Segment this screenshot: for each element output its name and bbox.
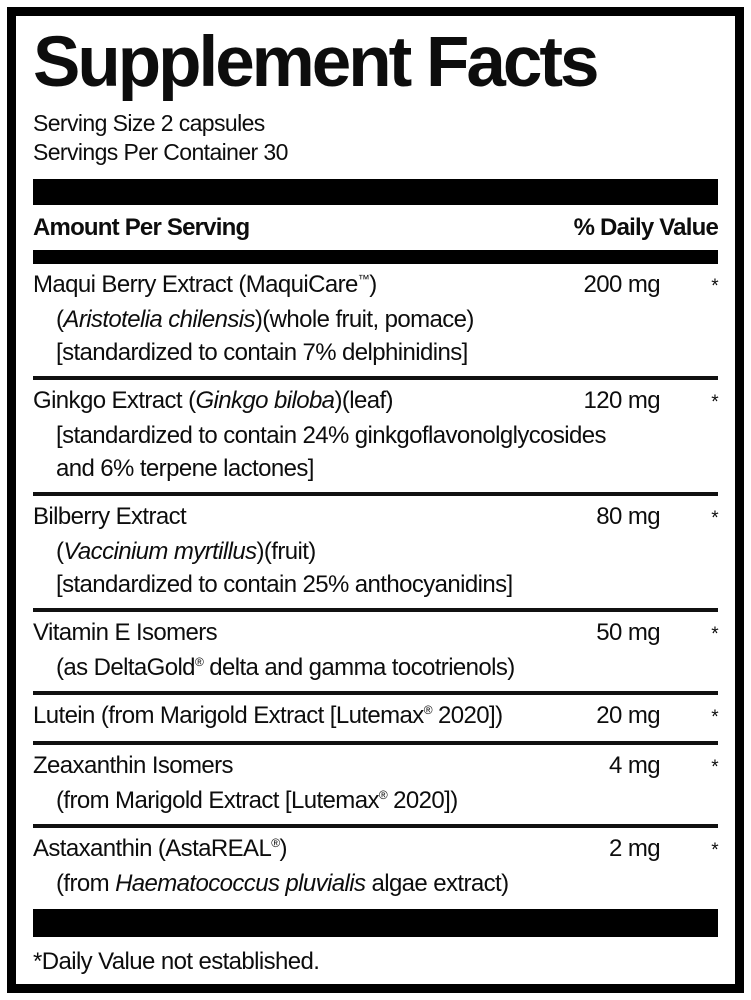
- ingredient-detail-line: [standardized to contain 24% ginkgoflavo…: [56, 421, 607, 449]
- daily-value-header: % Daily Value: [573, 213, 719, 241]
- ingredient-name: Ginkgo Extract (Ginkgo biloba)(leaf): [33, 386, 394, 414]
- separator-bar-bottom: [33, 908, 718, 937]
- ingredient-row: Vitamin E Isomers 50 mg * (as DeltaGold® de…: [33, 607, 719, 691]
- ingredient-row: Zeaxanthin Isomers 4 mg * (from Marigold Ex…: [33, 740, 719, 824]
- ingredient-amount: 4 mg: [609, 751, 661, 779]
- servings-per-container: Servings Per Container 30: [33, 138, 288, 165]
- ingredient-detail-line: (from Marigold Extract [Lutemax® 2020]): [56, 786, 458, 814]
- column-header-row: Amount Per Serving % Daily Value: [33, 205, 719, 250]
- label-title: Supplement Facts: [33, 23, 600, 102]
- ingredient-daily-value: *: [711, 391, 718, 413]
- separator-bar-mid: [33, 249, 718, 264]
- ingredient-amount: 120 mg: [583, 386, 661, 414]
- ingredient-row: Maqui Berry Extract (MaquiCare™) 200 mg * (…: [33, 264, 719, 376]
- ingredient-row: Bilberry Extract 80 mg * (Vaccinium myrtill…: [33, 491, 719, 608]
- serving-size: Serving Size 2 capsules: [33, 109, 265, 136]
- ingredient-daily-value: *: [711, 507, 718, 529]
- ingredient-amount: 80 mg: [596, 502, 660, 530]
- ingredient-name: Maqui Berry Extract (MaquiCare™): [33, 270, 377, 298]
- ingredient-name: Astaxanthin (AstaREAL®): [33, 834, 287, 862]
- separator-bar-top: [33, 178, 718, 205]
- ingredient-daily-value: *: [711, 623, 718, 645]
- ingredient-amount: 20 mg: [596, 701, 660, 729]
- ingredient-amount: 50 mg: [596, 618, 660, 646]
- footnote: *Daily Value not established.: [33, 947, 320, 975]
- supplement-facts-label: Supplement Facts Serving Size 2 capsules…: [7, 7, 744, 993]
- ingredient-daily-value: *: [711, 839, 718, 861]
- amount-per-serving-header: Amount Per Serving: [33, 213, 250, 241]
- ingredient-detail-line: and 6% terpene lactones]: [56, 454, 314, 482]
- ingredient-detail-line: (Vaccinium myrtillus)(fruit): [56, 537, 316, 565]
- ingredient-row: Lutein (from Marigold Extract [Lutemax® …: [33, 690, 719, 741]
- ingredient-name: Lutein (from Marigold Extract [Lutemax® …: [33, 701, 503, 729]
- ingredient-detail-line: [standardized to contain 7% delphinidins…: [56, 338, 468, 366]
- ingredient-amount: 2 mg: [609, 834, 661, 862]
- ingredient-name: Vitamin E Isomers: [33, 618, 218, 646]
- ingredient-daily-value: *: [711, 706, 718, 728]
- ingredient-name: Zeaxanthin Isomers: [33, 751, 234, 779]
- ingredient-row: Ginkgo Extract (Ginkgo biloba)(leaf) 120 …: [33, 375, 719, 492]
- ingredient-table: Maqui Berry Extract (MaquiCare™) 200 mg * (…: [33, 264, 719, 907]
- ingredient-amount: 200 mg: [583, 270, 661, 298]
- ingredient-name: Bilberry Extract: [33, 502, 187, 530]
- ingredient-detail-line: [standardized to contain 25% anthocyanid…: [56, 570, 513, 598]
- ingredient-daily-value: *: [711, 756, 718, 778]
- ingredient-row: Astaxanthin (AstaREAL®) 2 mg * (from Haemat…: [33, 823, 719, 907]
- ingredient-detail-line: (as DeltaGold® delta and gamma tocotrien…: [56, 653, 515, 681]
- ingredient-daily-value: *: [711, 275, 718, 297]
- ingredient-detail-line: (from Haematococcus pluvialis algae extr…: [56, 869, 509, 897]
- ingredient-detail-line: (Aristotelia chilensis)(whole fruit, pom…: [56, 305, 474, 333]
